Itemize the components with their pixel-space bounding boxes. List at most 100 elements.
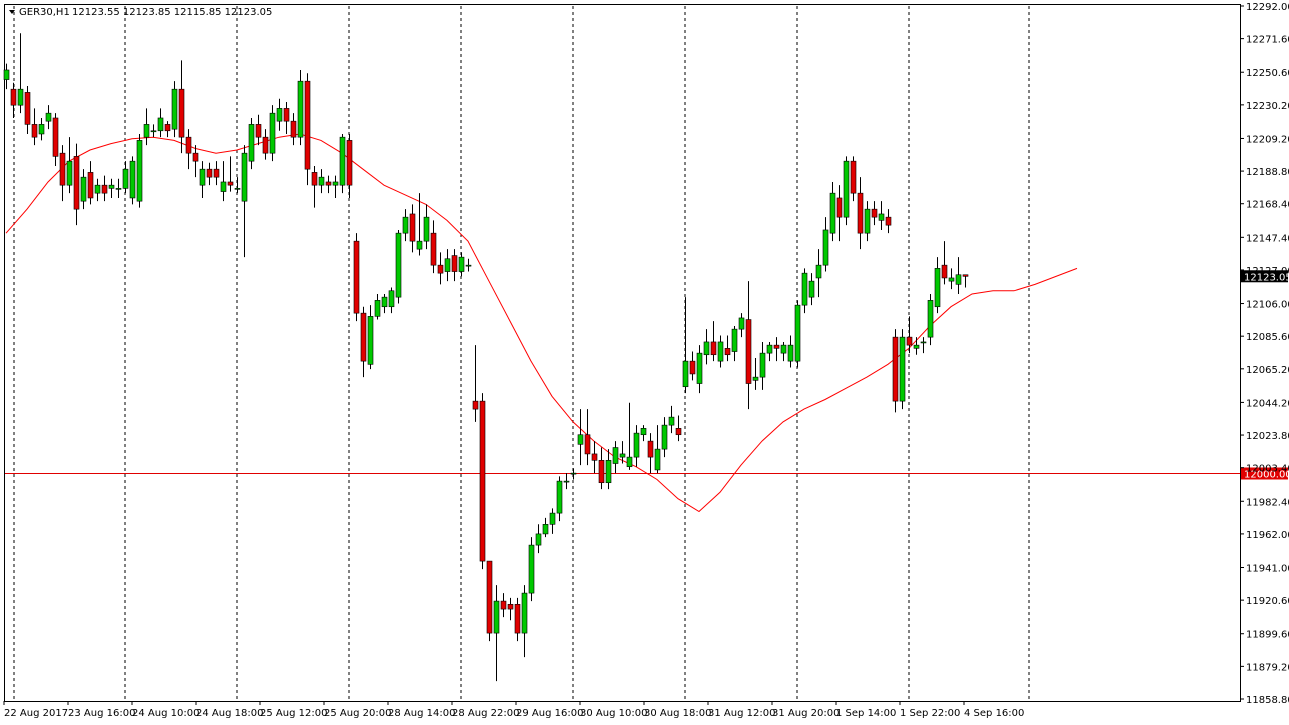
candle [941,241,948,285]
candle-body [129,160,136,199]
candle [780,341,787,362]
ohlc-readout: 12123.55 12123.85 12115.85 12123.05 [72,7,272,18]
chevron-down-icon[interactable] [9,10,15,14]
candle-body [290,120,297,138]
time-tick-label: 25 Aug 20:00 [324,708,391,719]
candle [45,105,52,130]
price-tick-label: 12147.40 [1246,233,1289,244]
candle [570,468,577,480]
candle-body [451,255,458,272]
candle-body [241,152,248,202]
chart-header: GER30,H1 12123.55 12123.85 12115.85 1212… [9,7,272,18]
candle [227,156,234,192]
candle-body [612,447,619,464]
candle [626,402,633,470]
candle [416,193,423,256]
candle [906,316,913,354]
candle [815,249,822,298]
candle-body [584,434,591,455]
candle [493,585,500,682]
candle [521,585,528,658]
plot-frame [4,4,1241,702]
candle [731,325,738,362]
candle-body [213,168,220,178]
candle-body [297,80,304,138]
candle-body [437,264,444,274]
candle-body [332,181,339,186]
candle-body [913,344,920,349]
candle-body [682,360,689,388]
price-tick-label: 11941.00 [1246,564,1289,575]
price-tick-label: 12230.20 [1246,101,1289,112]
candle [52,113,59,166]
candle-body [122,168,129,189]
candle-body [815,264,822,279]
candle [171,81,178,138]
candle-body [745,319,752,384]
candle-body [710,341,717,356]
candle-body [549,512,556,525]
candle-body [150,130,157,133]
candle [269,105,276,162]
candle-body [381,296,388,308]
candle [759,341,766,390]
candle [129,156,136,205]
candle [556,476,563,522]
candle [101,175,108,202]
candle-body [227,181,234,186]
candle [654,425,661,474]
candle [689,351,696,381]
candle-body [17,88,24,106]
candle [402,209,409,242]
candle [871,201,878,226]
candle [640,425,647,442]
candle [710,321,717,362]
candle-body [892,336,899,402]
candle [703,329,710,365]
candle-body [556,480,563,514]
candle [857,177,864,250]
candle-body [507,603,514,610]
candle [290,113,297,146]
candle [220,161,227,202]
price-tick-label: 12023.80 [1246,431,1289,442]
candle-body [185,136,192,154]
candle-body [514,603,521,634]
candle-body [864,208,871,234]
candle [66,137,73,194]
candle-body [31,124,38,138]
candle-body [3,69,10,80]
candle-body [255,124,262,138]
time-tick-label: 28 Aug 14:00 [388,708,455,719]
current-price-tag [1241,270,1288,283]
candle-body [353,240,360,314]
candle-body [885,216,892,226]
candle [360,306,367,378]
candle-body [752,376,759,381]
candle-body [10,88,17,106]
candle [262,129,269,160]
candle [675,415,682,442]
candle [577,409,584,466]
price-tick-label: 11920.60 [1246,596,1289,607]
time-tick-label: 29 Aug 16:00 [516,708,583,719]
candle [276,98,283,131]
candle-body [220,181,227,192]
candle [647,433,654,474]
candle [836,185,843,242]
candle [773,337,780,362]
candle-body [542,524,549,535]
candle-body [563,480,570,483]
candle [3,63,10,90]
candle-body [472,400,479,410]
candle [913,337,920,355]
candle [486,560,493,642]
candle-body [906,336,913,346]
candle-body [430,232,437,266]
candle-body [367,316,374,365]
candle-body [318,176,325,186]
candle [388,287,395,314]
candle [10,82,17,118]
